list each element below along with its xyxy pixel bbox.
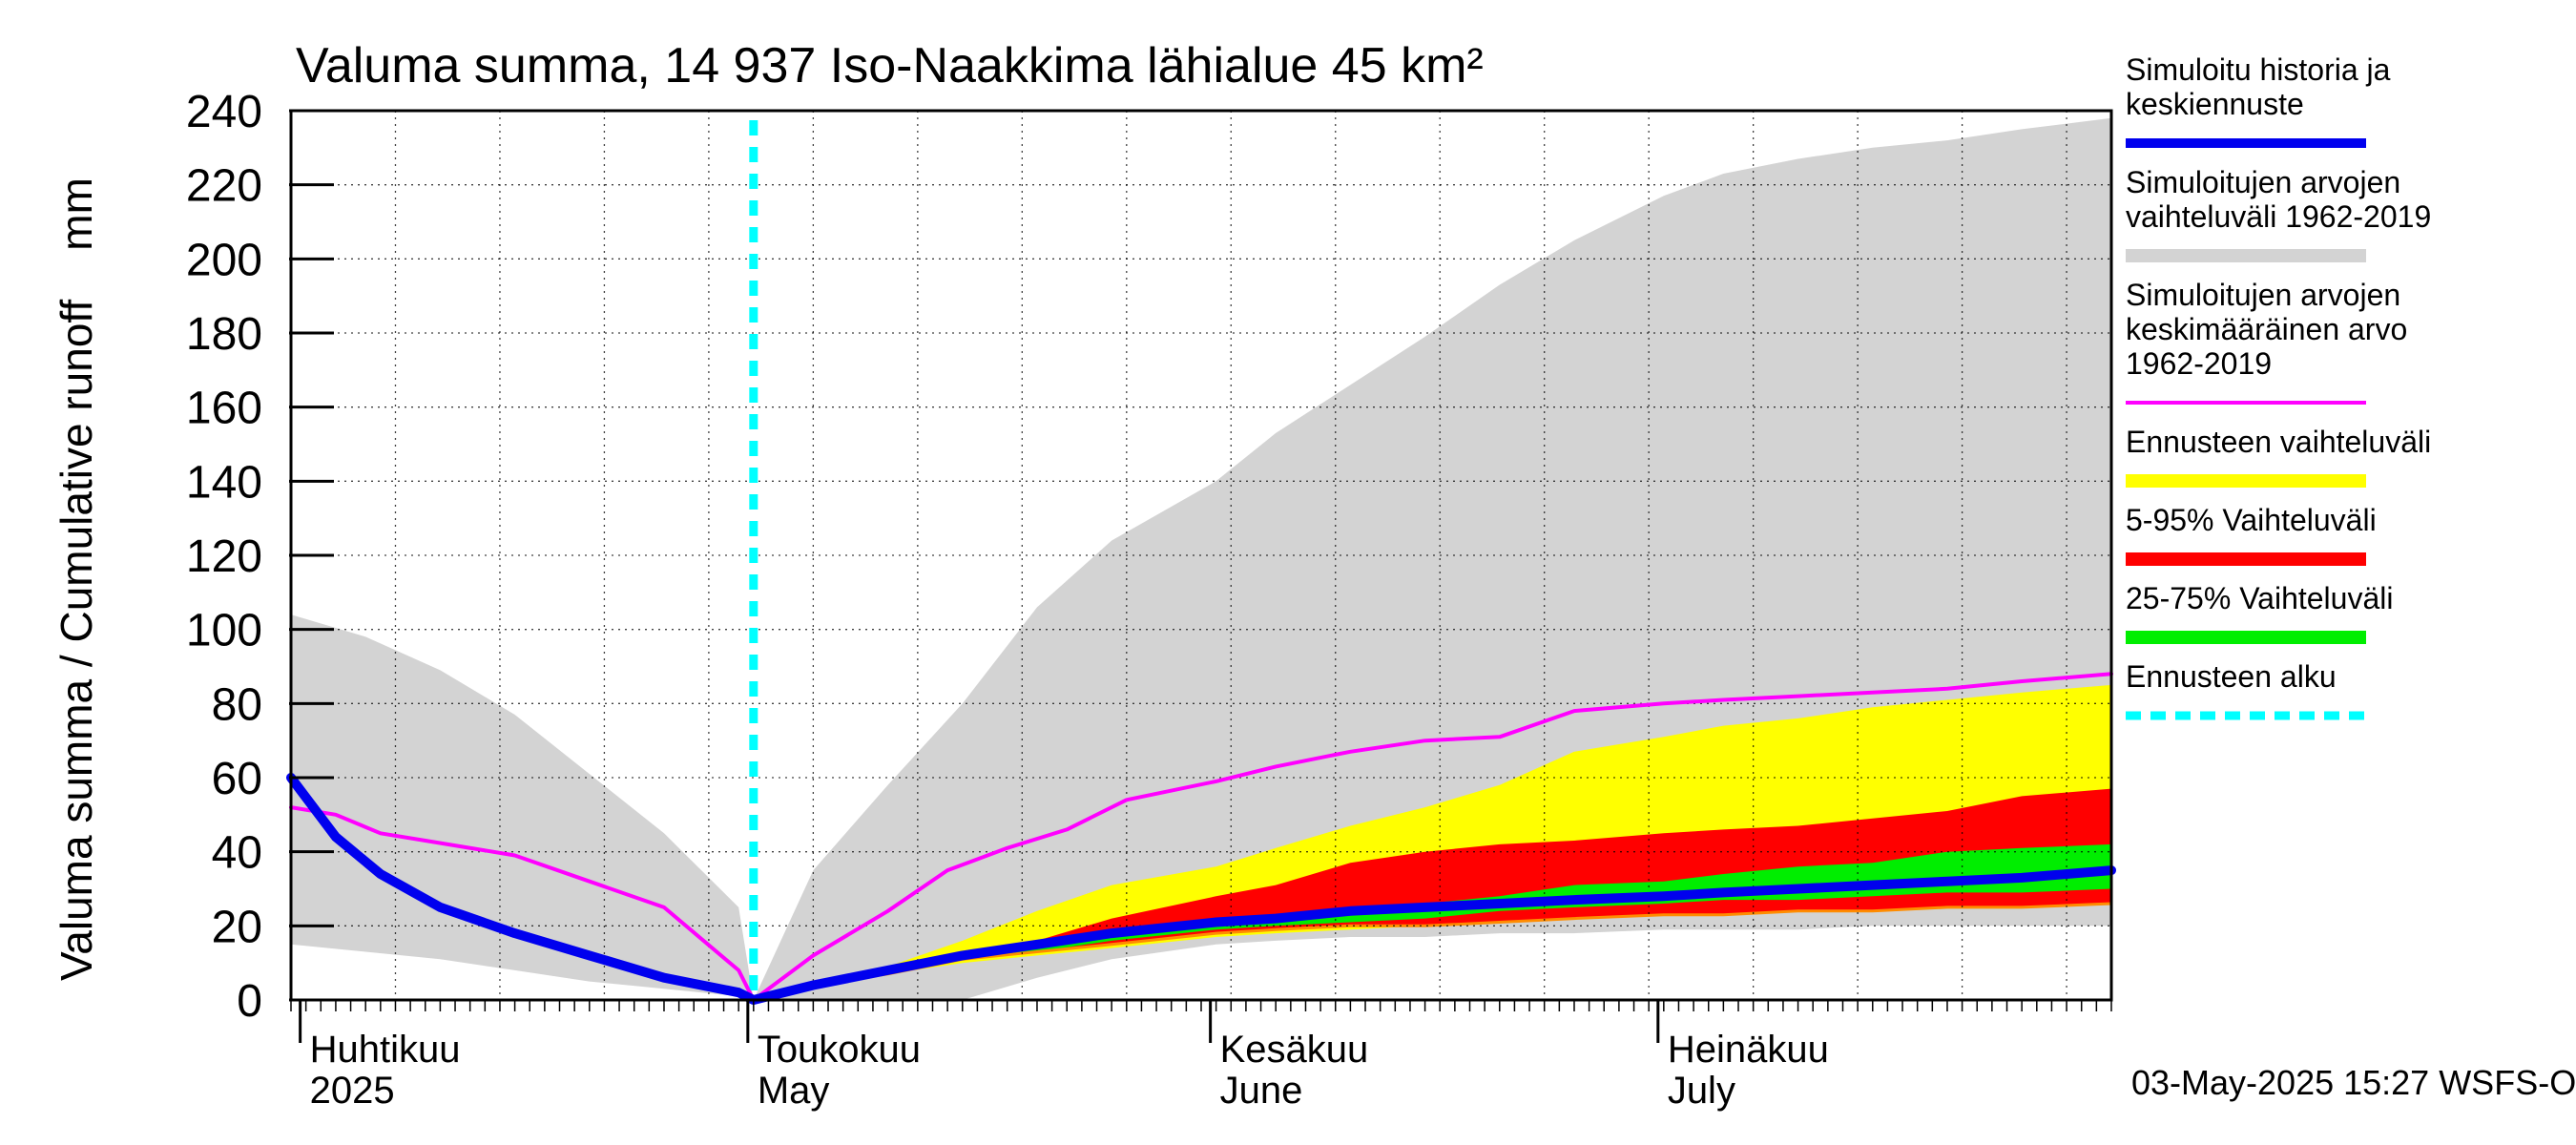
y-tick-label: 0 (237, 976, 262, 1027)
x-month-label-en: July (1668, 1070, 1735, 1112)
legend-label-history: keskiennuste (2126, 87, 2304, 121)
y-tick-label: 140 (186, 457, 262, 508)
y-axis: 0 20 40 60 80 100 120 140 160 180 200 220 240 (186, 87, 334, 1027)
y-tick-label: 80 (212, 679, 262, 730)
y-tick-label: 60 (212, 754, 262, 804)
y-tick-label: 200 (186, 235, 262, 285)
band-p25_75 (753, 843, 2111, 1000)
x-month-label-en: June (1220, 1070, 1303, 1112)
y-tick-label: 100 (186, 606, 262, 656)
legend-label-mean_hist: 1962-2019 (2126, 346, 2272, 381)
y-axis-label: Valuma summa / Cumulative runoff mm (52, 177, 101, 981)
y-tick-label: 220 (186, 161, 262, 212)
line-mean_hist (289, 672, 2113, 1002)
x-month-label-fi: Toukokuu (758, 1029, 921, 1071)
legend-label-p5_95: 5-95% Vaihteluväli (2126, 503, 2377, 537)
line-history (286, 773, 2116, 1005)
y-tick-label: 180 (186, 309, 262, 360)
legend-label-forecast_start: Ennusteen alku (2126, 659, 2337, 694)
grid-layer (291, 111, 2111, 1000)
lines-layer (286, 120, 2116, 1005)
x-month-label-en: 2025 (310, 1070, 395, 1112)
y-tick-label: 240 (186, 87, 262, 137)
bands-layer (291, 117, 2112, 1002)
x-month-label-fi: Kesäkuu (1220, 1029, 1369, 1071)
legend-label-p25_75: 25-75% Vaihteluväli (2126, 581, 2393, 615)
legend-label-mean_hist: Simuloitujen arvojen (2126, 278, 2400, 312)
y-tick-label: 120 (186, 531, 262, 582)
legend-label-range_hist: Simuloitujen arvojen (2126, 165, 2400, 199)
x-month-label-en: May (758, 1070, 830, 1112)
legend-label-range_hist: vaihteluväli 1962-2019 (2126, 199, 2431, 234)
y-tick-label: 40 (212, 828, 262, 879)
legend-label-forecast_range: Ennusteen vaihteluväli (2126, 425, 2431, 459)
band-p5_95 (753, 788, 2111, 1000)
band-forecast_range (753, 684, 2111, 1000)
y-tick-label: 160 (186, 384, 262, 434)
legend-label-mean_hist: keskimääräinen arvo (2126, 312, 2407, 346)
y-tick-label: 20 (212, 902, 262, 952)
x-month-label-fi: Huhtikuu (310, 1029, 461, 1071)
timestamp: 03-May-2025 15:27 WSFS-O (2131, 1063, 2576, 1102)
chart-title: Valuma summa, 14 937 Iso-Naakkima lähial… (296, 38, 1484, 94)
x-month-label-fi: Heinäkuu (1668, 1029, 1829, 1071)
legend-label-history: Simuloitu historia ja (2126, 52, 2391, 87)
